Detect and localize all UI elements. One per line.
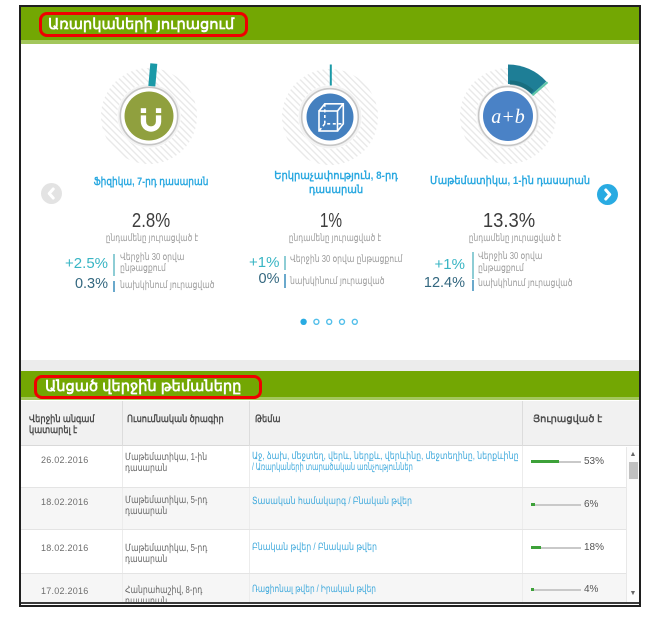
svg-text:a+b: a+b — [491, 106, 525, 128]
